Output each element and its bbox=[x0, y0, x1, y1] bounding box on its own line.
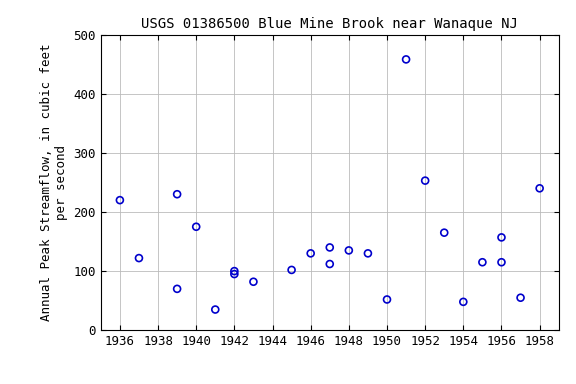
Point bbox=[306, 250, 315, 257]
Point bbox=[516, 295, 525, 301]
Point bbox=[535, 185, 544, 191]
Title: USGS 01386500 Blue Mine Brook near Wanaque NJ: USGS 01386500 Blue Mine Brook near Wanaq… bbox=[141, 17, 518, 31]
Point bbox=[497, 259, 506, 265]
Point bbox=[230, 268, 239, 274]
Point bbox=[211, 306, 220, 313]
Point bbox=[439, 230, 449, 236]
Point bbox=[325, 261, 334, 267]
Point bbox=[172, 286, 181, 292]
Point bbox=[230, 271, 239, 277]
Point bbox=[458, 299, 468, 305]
Point bbox=[115, 197, 124, 203]
Point bbox=[172, 191, 181, 197]
Point bbox=[287, 267, 296, 273]
Y-axis label: Annual Peak Streamflow, in cubic feet
per second: Annual Peak Streamflow, in cubic feet pe… bbox=[40, 44, 68, 321]
Point bbox=[478, 259, 487, 265]
Point bbox=[344, 247, 354, 253]
Point bbox=[401, 56, 411, 63]
Point bbox=[325, 244, 334, 250]
Point bbox=[363, 250, 373, 257]
Point bbox=[249, 279, 258, 285]
Point bbox=[134, 255, 143, 261]
Point bbox=[192, 223, 201, 230]
Point bbox=[497, 234, 506, 240]
Point bbox=[420, 177, 430, 184]
Point bbox=[382, 296, 392, 303]
